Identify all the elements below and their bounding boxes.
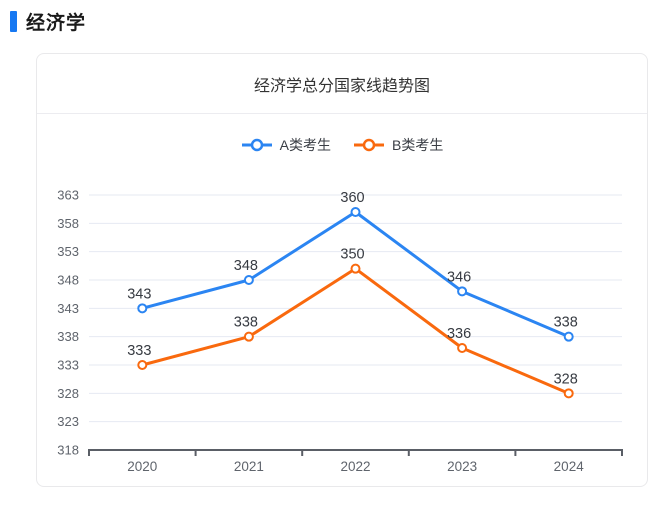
data-point-label: 343 xyxy=(127,286,151,302)
section-accent-bar xyxy=(10,10,17,32)
series-line-B类考生[interactable] xyxy=(140,267,571,395)
x-axis-tick-label: 2023 xyxy=(447,459,477,474)
data-point-label: 338 xyxy=(554,315,578,331)
data-point[interactable] xyxy=(457,286,468,297)
y-axis-tick-label: 343 xyxy=(57,301,79,316)
chart-title: 经济学总分国家线趋势图 xyxy=(253,77,430,95)
y-axis-tick-label: 358 xyxy=(57,216,79,231)
x-axis-tick-label: 2022 xyxy=(340,459,370,474)
data-point[interactable] xyxy=(457,343,468,353)
data-point[interactable] xyxy=(350,207,361,217)
y-axis-tick-label: 318 xyxy=(57,443,79,458)
legend-label-b: B类考生 xyxy=(392,137,444,153)
y-axis-tick-label: 338 xyxy=(57,329,79,344)
section-title: 经济学 xyxy=(26,12,87,34)
y-axis-tick-label: 363 xyxy=(57,188,79,203)
series-line-A类考生[interactable] xyxy=(140,210,571,339)
data-point-label: 328 xyxy=(554,371,578,387)
data-point-label: 338 xyxy=(234,315,258,331)
legend-label-a: A类考生 xyxy=(279,137,331,153)
data-point-label: 333 xyxy=(127,343,151,359)
legend-item-b[interactable]: B类考生 xyxy=(353,135,443,155)
chart-plot-area: 318 323 328 333 338 343 348 353 358 363 2020 2021 20… xyxy=(37,166,647,478)
y-axis-tick-label: 353 xyxy=(57,244,79,259)
data-point[interactable] xyxy=(137,303,148,314)
data-point[interactable] xyxy=(350,263,361,274)
x-axis-tick-label: 2021 xyxy=(234,459,264,474)
data-point-label: 346 xyxy=(447,269,471,285)
y-axis-tick-label: 348 xyxy=(57,273,79,288)
data-point-label: 348 xyxy=(234,258,258,274)
data-point[interactable] xyxy=(563,388,574,399)
data-point[interactable] xyxy=(563,331,574,342)
line-circle-marker-icon xyxy=(354,138,384,152)
chart-card-header: 经济学总分国家线趋势图 xyxy=(37,54,647,114)
data-point[interactable] xyxy=(243,331,254,342)
data-point[interactable] xyxy=(243,275,254,285)
chart-legend: A类考生 B类考生 xyxy=(37,134,647,156)
y-axis-tick-label: 333 xyxy=(57,358,79,373)
x-axis-tick-label: 2020 xyxy=(127,459,157,474)
section-header: 经济学 xyxy=(0,0,670,34)
data-point-label: 350 xyxy=(340,247,364,263)
data-point-label: 336 xyxy=(447,326,471,342)
trend-line-chart[interactable]: 318 323 328 333 338 343 348 353 358 363 2020 2021 20… xyxy=(37,166,647,478)
x-axis-tick-label: 2024 xyxy=(554,459,585,474)
chart-card: 经济学总分国家线趋势图 A类考生 B类考生 318 323 328 333 338 343… xyxy=(36,53,648,487)
line-circle-marker-icon xyxy=(241,138,272,152)
y-axis-tick-label: 328 xyxy=(57,386,79,401)
chart-card-body: A类考生 B类考生 318 323 328 333 338 343 348 353 358 363… xyxy=(37,134,647,478)
data-point-label: 360 xyxy=(340,190,364,206)
legend-item-a[interactable]: A类考生 xyxy=(241,135,331,155)
y-axis-tick-label: 323 xyxy=(57,414,79,429)
data-point[interactable] xyxy=(137,360,148,370)
